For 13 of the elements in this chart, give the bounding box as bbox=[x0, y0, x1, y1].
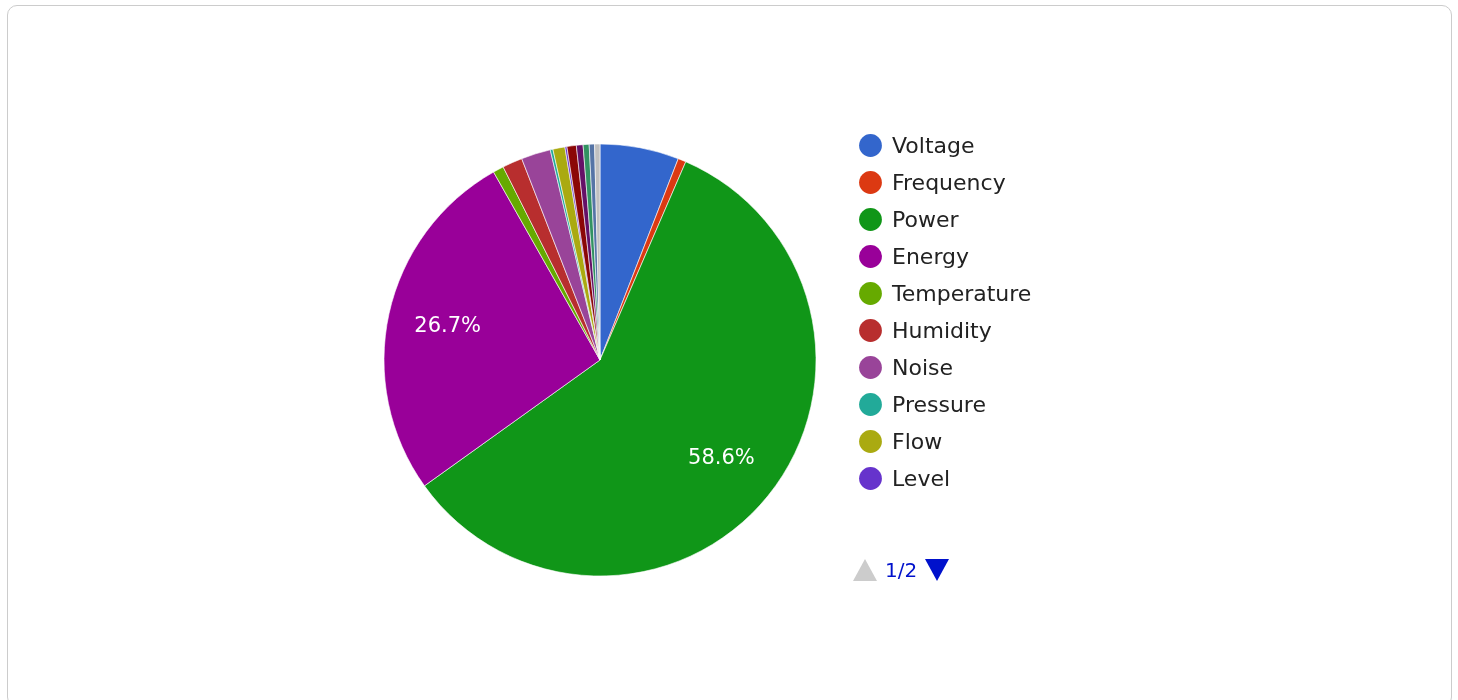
legend-label: Level bbox=[892, 465, 951, 491]
legend-label: Energy bbox=[892, 243, 970, 269]
legend-label: Pressure bbox=[892, 391, 986, 417]
legend-label: Frequency bbox=[892, 169, 1006, 195]
legend-label: Power bbox=[892, 206, 960, 232]
text: 1/2 bbox=[885, 558, 918, 582]
legend-label: Voltage bbox=[892, 132, 975, 158]
legend-label: Humidity bbox=[892, 317, 992, 343]
legend-label: Temperature bbox=[891, 280, 1032, 306]
data-label: 26.7% bbox=[414, 313, 482, 338]
legend-label: Flow bbox=[892, 428, 943, 454]
legend-label: Noise bbox=[892, 354, 954, 380]
data-label: 58.6% bbox=[688, 444, 755, 469]
